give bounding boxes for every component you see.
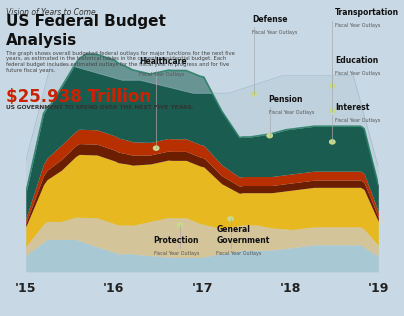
Text: Interest: Interest: [335, 103, 370, 112]
Text: General
Government: General Government: [216, 226, 269, 245]
Text: Fiscal Year Outlays: Fiscal Year Outlays: [154, 251, 199, 256]
Text: Fiscal Year Outlays: Fiscal Year Outlays: [335, 23, 381, 28]
Text: Analysis: Analysis: [6, 33, 77, 48]
Text: Defense: Defense: [252, 15, 288, 24]
Text: Fiscal Year Outlays: Fiscal Year Outlays: [252, 30, 298, 35]
Text: Pension: Pension: [269, 95, 303, 104]
Text: Fiscal Year Outlays: Fiscal Year Outlays: [269, 110, 314, 115]
Text: Healthcare: Healthcare: [139, 58, 187, 66]
Text: Education: Education: [335, 56, 379, 65]
Text: US Federal Budget: US Federal Budget: [6, 14, 166, 29]
Text: Fiscal Year Outlays: Fiscal Year Outlays: [335, 118, 381, 123]
Text: Protection: Protection: [154, 236, 199, 245]
Text: $25.938 Trillion: $25.938 Trillion: [6, 88, 151, 106]
Text: Vision of Years to Come: Vision of Years to Come: [6, 8, 96, 17]
Text: The graph shows overall budgeted federal outlays for major functions for the nex: The graph shows overall budgeted federal…: [6, 51, 235, 73]
Text: US GOVERNMENT TO SPEND OVER THE NEXT FIVE YEARS.: US GOVERNMENT TO SPEND OVER THE NEXT FIV…: [6, 105, 194, 110]
Text: Fiscal Year Outlays: Fiscal Year Outlays: [335, 71, 381, 76]
Text: Transportation: Transportation: [335, 9, 400, 17]
Text: Fiscal Year Outlays: Fiscal Year Outlays: [139, 72, 185, 77]
Text: Fiscal Year Outlays: Fiscal Year Outlays: [216, 251, 261, 256]
